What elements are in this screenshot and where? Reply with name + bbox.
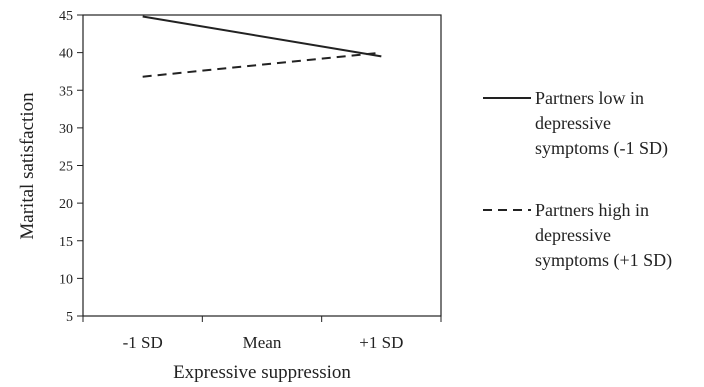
series-line-2 <box>142 51 382 78</box>
x-category-label: -1 SD <box>123 333 163 352</box>
y-tick-label: 30 <box>59 122 73 137</box>
legend-label-2: symptoms (+1 SD) <box>535 250 672 271</box>
y-tick-label: 15 <box>59 235 73 250</box>
y-tick-label: 5 <box>66 310 73 325</box>
x-category-label: +1 SD <box>359 333 403 352</box>
y-tick-label: 10 <box>59 272 73 287</box>
y-tick-label: 35 <box>59 84 73 99</box>
x-axis: -1 SD Mean +1 SD <box>82 316 442 352</box>
plot-frame <box>82 14 442 317</box>
legend-label-2: Partners high in <box>535 200 649 220</box>
legend: Partners low in depressive symptoms (-1 SD… <box>483 88 672 271</box>
y-tick-label: 45 <box>59 9 73 24</box>
legend-label-2: depressive <box>535 225 611 245</box>
series-line-1 <box>142 15 382 58</box>
y-axis: 5 10 15 20 25 30 35 40 45 <box>59 9 83 325</box>
y-axis-title: Marital satisfaction <box>17 92 38 240</box>
series-layer <box>142 15 382 78</box>
legend-label-1: symptoms (-1 SD) <box>535 138 668 159</box>
y-tick-label: 40 <box>59 47 73 62</box>
y-tick-label: 25 <box>59 160 73 175</box>
legend-label-1: depressive <box>535 113 611 133</box>
y-tick-label: 20 <box>59 197 73 212</box>
x-category-label: Mean <box>243 333 282 352</box>
x-axis-title: Expressive suppression <box>173 362 351 383</box>
legend-label-1: Partners low in <box>535 88 644 108</box>
